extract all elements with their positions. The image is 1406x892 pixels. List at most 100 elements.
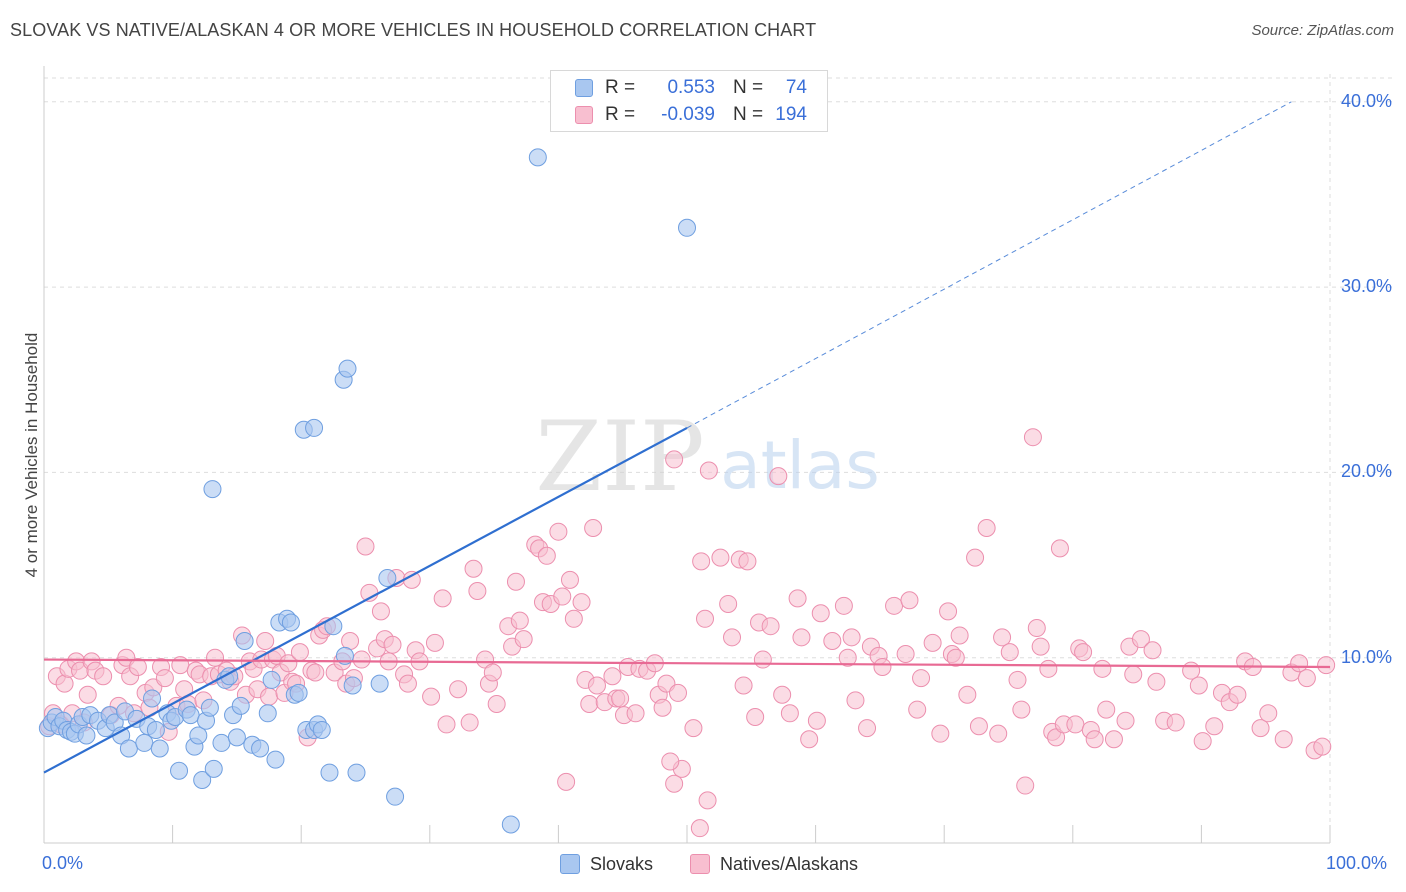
- data-point-native: [858, 719, 877, 738]
- data-point-native: [460, 713, 479, 732]
- data-point-native: [371, 602, 390, 621]
- data-point-native: [483, 663, 502, 682]
- data-point-slovak: [227, 728, 246, 747]
- data-point-native: [1143, 641, 1162, 660]
- data-point-native: [449, 680, 468, 699]
- data-point-native: [738, 552, 757, 571]
- axes: [43, 66, 1331, 844]
- data-point-slovak: [378, 569, 397, 588]
- data-point-native: [939, 602, 958, 621]
- data-point-slovak: [143, 689, 162, 708]
- legend-n-label: N =: [733, 104, 764, 125]
- data-point-native: [977, 518, 996, 537]
- data-point-native: [1116, 711, 1135, 730]
- legend-row-slovaks: R = 0.553 N = 74: [575, 75, 807, 101]
- data-point-native: [1085, 730, 1104, 749]
- data-point-native: [1050, 539, 1069, 558]
- data-point-native: [352, 650, 371, 669]
- data-point-slovak: [312, 720, 331, 739]
- data-point-slovak: [146, 720, 165, 739]
- data-point-slovak: [262, 670, 281, 689]
- data-point-native: [514, 630, 533, 649]
- data-point-native: [94, 667, 113, 686]
- data-point-native: [1251, 719, 1270, 738]
- data-point-native: [564, 609, 583, 628]
- legend-r-label: R =: [605, 104, 636, 125]
- bottom-legend-slovaks[interactable]: Slovaks: [560, 852, 653, 876]
- gridlines: [44, 74, 1392, 843]
- legend-swatch-natives: [575, 106, 593, 124]
- data-point-native: [773, 685, 792, 704]
- data-point-native: [433, 589, 452, 608]
- data-point-native: [923, 633, 942, 652]
- data-point-native: [1189, 676, 1208, 695]
- data-point-native: [993, 628, 1012, 647]
- data-point-slovak: [335, 646, 354, 665]
- data-point-native: [260, 687, 279, 706]
- data-point-slovak: [258, 704, 277, 723]
- data-point-native: [823, 632, 842, 651]
- data-point-native: [128, 657, 147, 676]
- data-point-native: [603, 667, 622, 686]
- data-point-slovak: [528, 148, 547, 167]
- legend-r-label: R =: [605, 77, 636, 98]
- y-tick-label: 30.0%: [1340, 276, 1392, 297]
- data-point-native: [468, 581, 487, 600]
- data-point-native: [1027, 619, 1046, 638]
- bottom-legend-swatch-slovaks: [560, 854, 580, 874]
- data-point-slovak: [251, 739, 270, 758]
- data-point-native: [155, 669, 174, 688]
- data-point-native: [487, 695, 506, 714]
- watermark: ZIP atlas: [535, 401, 879, 513]
- data-point-native: [900, 591, 919, 610]
- data-point-native: [557, 772, 576, 791]
- data-point-native: [279, 654, 298, 673]
- data-point-native: [653, 698, 672, 717]
- data-point-slovak: [320, 763, 339, 782]
- data-point-slovak: [231, 696, 250, 715]
- data-point-native: [1093, 659, 1112, 678]
- data-point-native: [838, 648, 857, 667]
- source-credit: Source: ZipAtlas.com: [1251, 22, 1394, 39]
- data-point-native: [55, 674, 74, 693]
- data-point-native: [549, 522, 568, 541]
- bottom-legend-label-natives: Natives/Alaskans: [720, 853, 859, 874]
- data-point-native: [1016, 776, 1035, 795]
- data-point-native: [807, 711, 826, 730]
- legend-n-value-natives: 194: [775, 104, 807, 125]
- data-point-native: [1313, 737, 1332, 756]
- data-point-native: [800, 730, 819, 749]
- bottom-legend-label-slovaks: Slovaks: [590, 853, 654, 874]
- data-point-native: [958, 685, 977, 704]
- data-point-slovak: [347, 763, 366, 782]
- data-point-slovak: [235, 632, 254, 651]
- data-point-slovak: [343, 676, 362, 695]
- data-point-native: [792, 628, 811, 647]
- data-point-native: [464, 559, 483, 578]
- data-point-native: [734, 676, 753, 695]
- data-point-native: [1147, 672, 1166, 691]
- data-point-slovak: [181, 706, 200, 725]
- bottom-legend-swatch-natives: [690, 854, 710, 874]
- data-point-slovak: [266, 750, 285, 769]
- data-point-native: [969, 717, 988, 736]
- data-point-native: [1097, 700, 1116, 719]
- data-point-native: [1297, 669, 1316, 688]
- data-point-native: [1317, 656, 1336, 675]
- data-point-native: [665, 450, 684, 469]
- legend-row-natives: R = -0.039 N = 194: [575, 102, 807, 128]
- data-point-native: [746, 707, 765, 726]
- data-point-native: [661, 752, 680, 771]
- data-point-native: [256, 632, 275, 651]
- data-point-native: [626, 704, 645, 723]
- data-point-native: [383, 635, 402, 654]
- data-point-slovak: [289, 683, 308, 702]
- data-point-native: [580, 695, 599, 714]
- data-point-native: [1131, 630, 1150, 649]
- data-point-native: [1066, 715, 1085, 734]
- data-point-native: [1012, 700, 1031, 719]
- data-point-native: [668, 683, 687, 702]
- data-point-native: [1274, 730, 1293, 749]
- bottom-legend-natives[interactable]: Natives/Alaskans: [690, 852, 858, 876]
- data-point-native: [966, 548, 985, 567]
